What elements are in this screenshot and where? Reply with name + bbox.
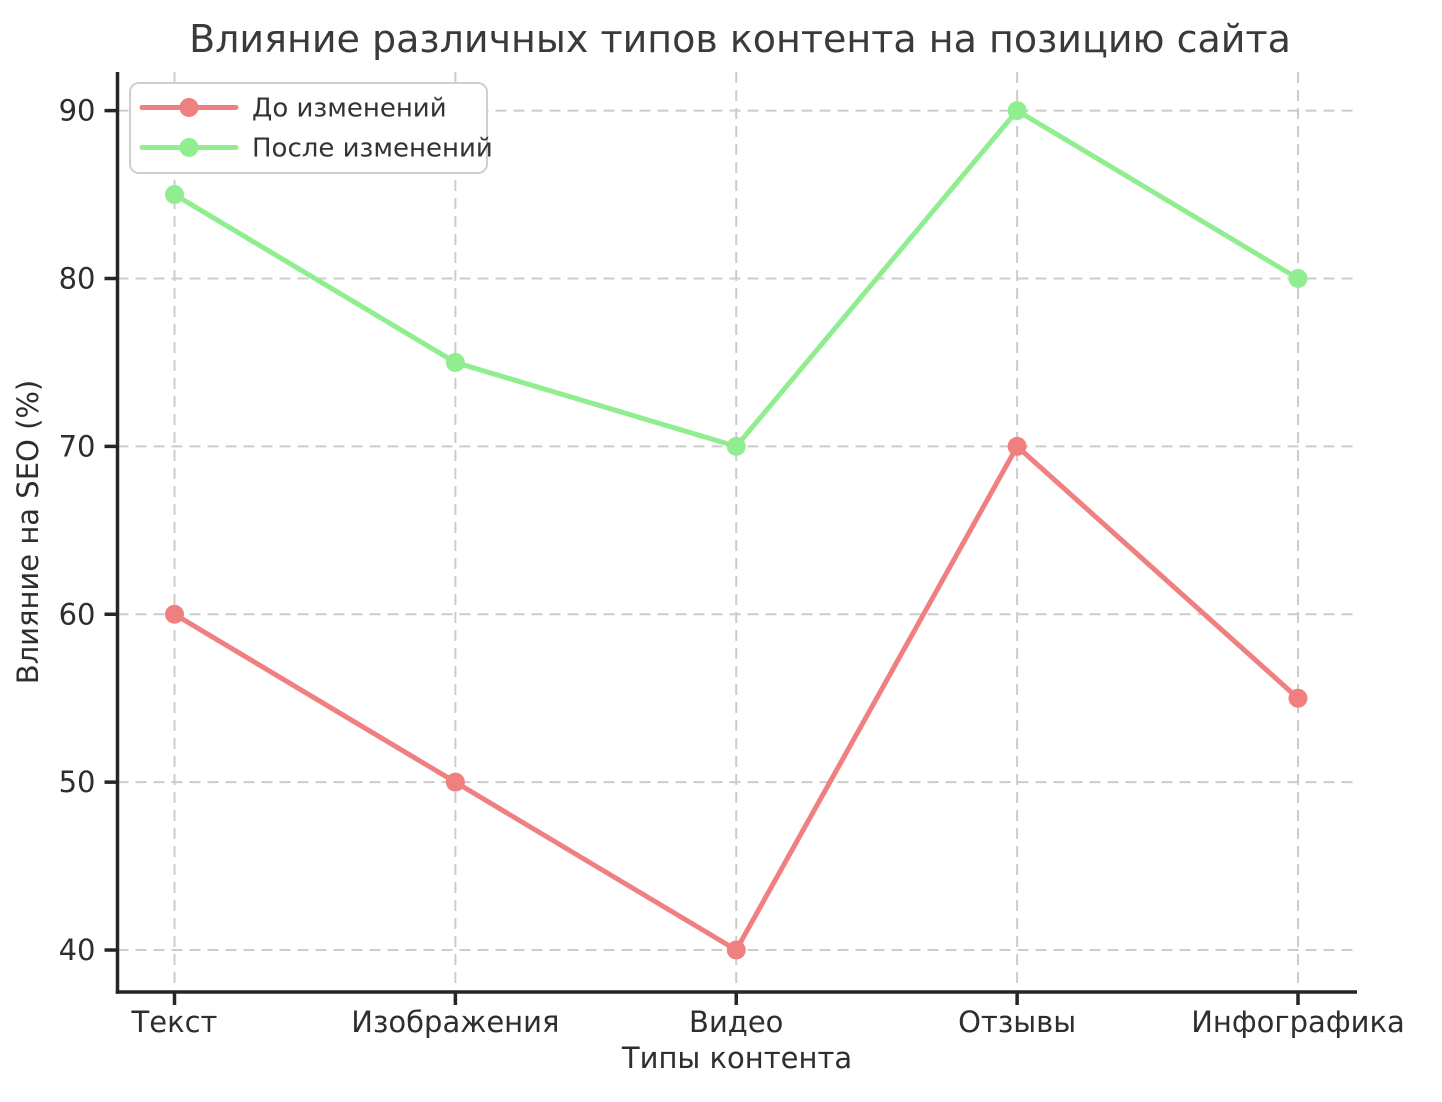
x-tick-label: Изображения	[351, 1005, 559, 1039]
y-axis-title: Влияние на SEO (%)	[11, 380, 45, 685]
y-tick-label: 40	[59, 933, 96, 967]
data-point	[726, 940, 746, 960]
y-tick-label: 50	[59, 765, 96, 799]
data-point	[445, 352, 465, 372]
legend-item: До изменений	[139, 94, 447, 124]
x-tick-label: Видео	[689, 1005, 783, 1039]
data-point	[1007, 101, 1027, 121]
axes: 40 50 60 70 80 90 Текст Изображения Видео Отзывы И…	[59, 72, 1405, 1039]
y-tick-label: 70	[59, 429, 96, 463]
data-point	[726, 436, 746, 456]
x-tick-label: Текст	[131, 1005, 218, 1039]
chart-title: Влияние различных типов контента на пози…	[189, 17, 1291, 61]
y-tick-label: 90	[59, 94, 96, 128]
data-point	[1288, 688, 1308, 708]
series-after	[165, 101, 1308, 456]
legend-item: После изменений	[139, 134, 493, 164]
x-tick-label: Инфографика	[1191, 1005, 1405, 1039]
legend-label: До изменений	[252, 94, 447, 124]
data-point	[165, 185, 184, 205]
data-point	[445, 772, 465, 792]
x-axis-title: Типы контента	[621, 1041, 852, 1075]
data-point	[1288, 268, 1308, 288]
series-before	[165, 436, 1308, 960]
data-point	[1007, 436, 1027, 456]
x-tick-label: Отзывы	[958, 1005, 1076, 1039]
gridlines	[117, 72, 1357, 992]
y-tick-label: 60	[59, 597, 96, 631]
data-series	[165, 101, 1308, 960]
legend-marker	[179, 138, 199, 157]
legend-marker	[179, 98, 199, 117]
data-point	[165, 604, 184, 624]
legend-label: После изменений	[252, 134, 493, 164]
legend: До изменений После изменений	[129, 82, 493, 174]
y-tick-label: 80	[59, 261, 96, 295]
